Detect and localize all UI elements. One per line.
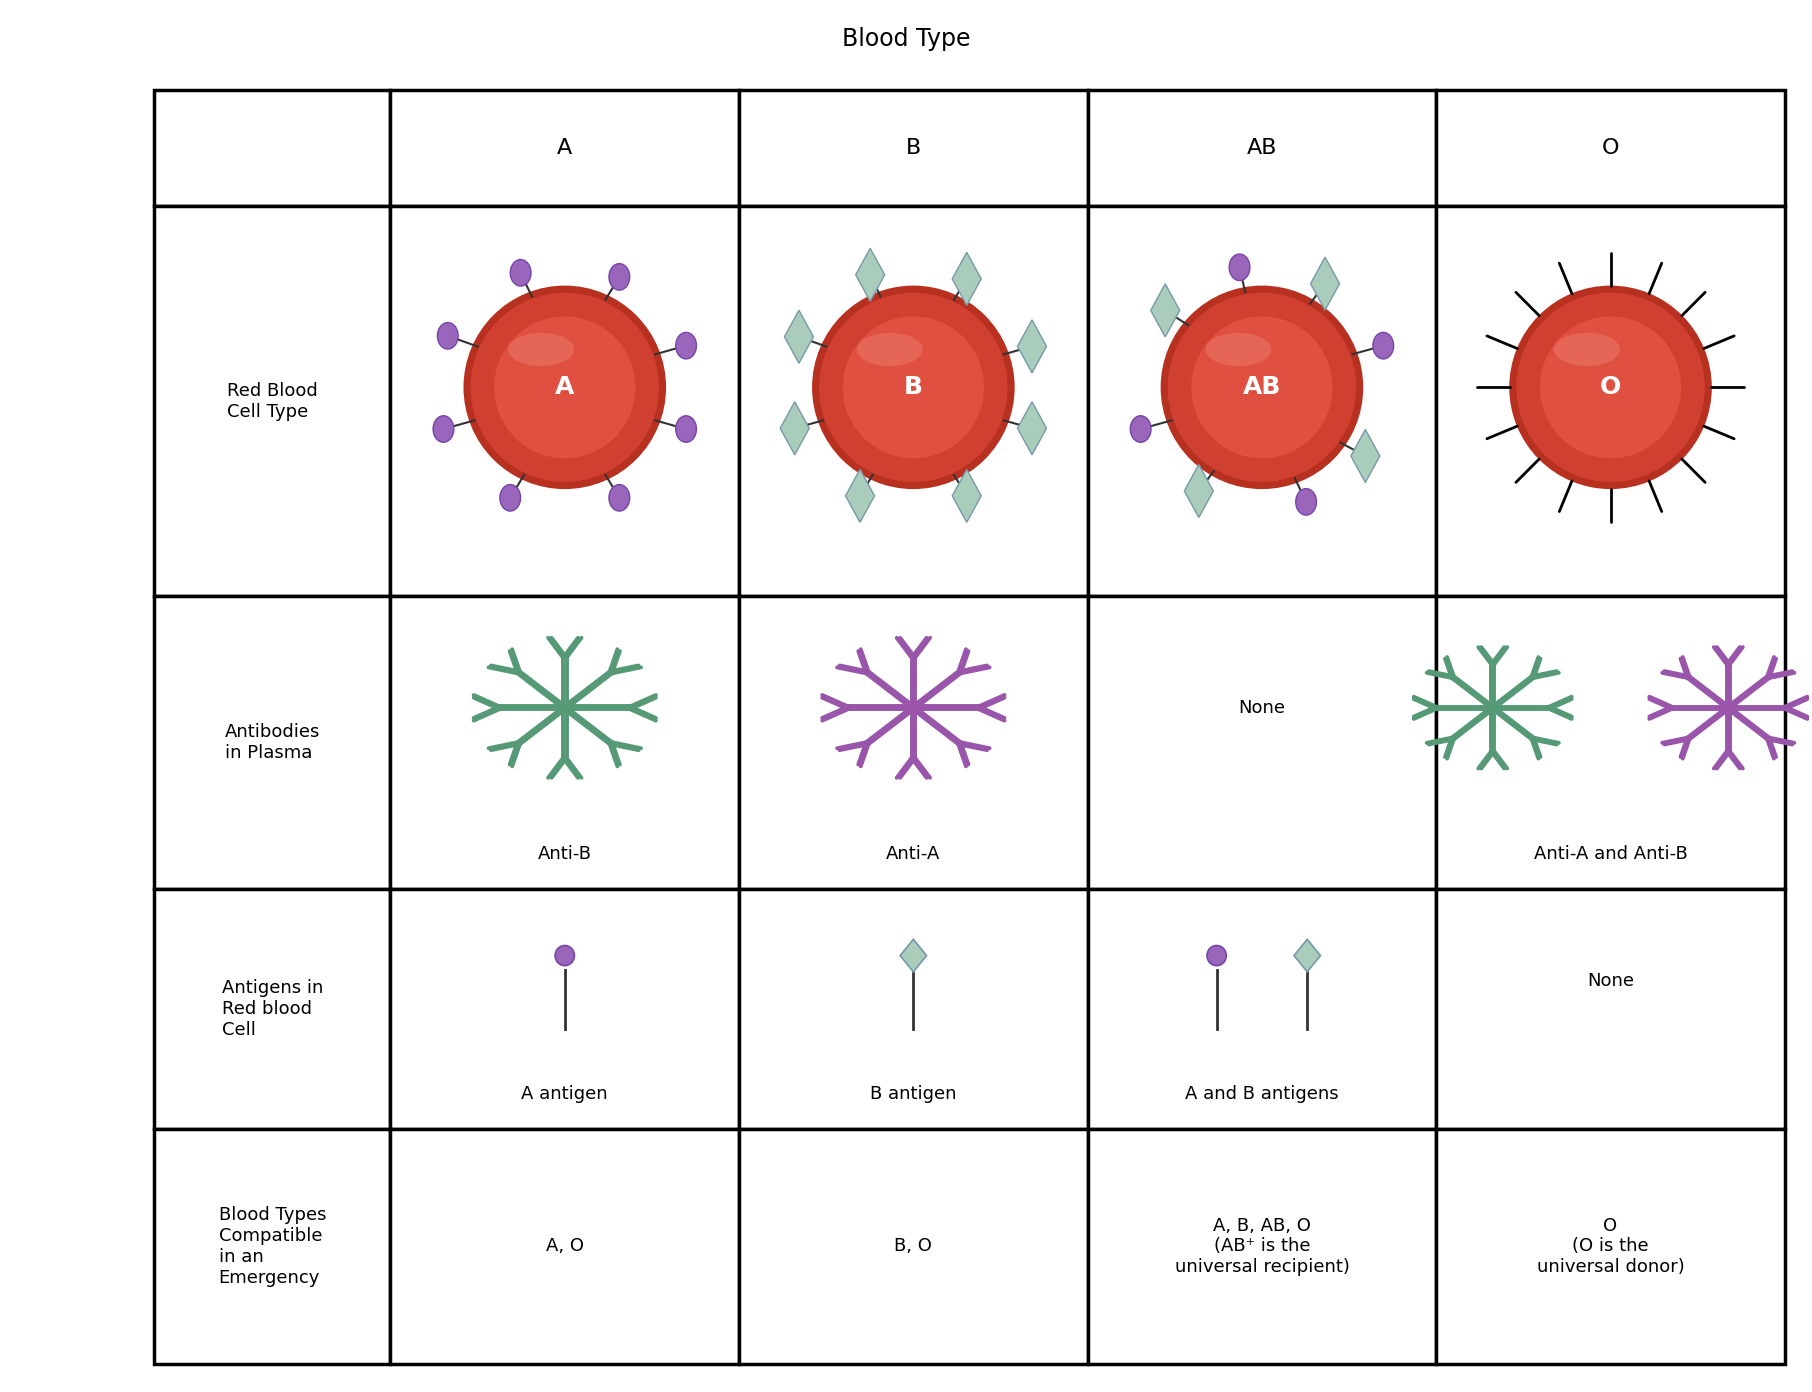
Ellipse shape bbox=[857, 333, 922, 366]
Text: O: O bbox=[1602, 138, 1620, 159]
Ellipse shape bbox=[1373, 333, 1393, 359]
Bar bbox=[154, 889, 391, 1129]
Bar bbox=[739, 1129, 1087, 1364]
Ellipse shape bbox=[1190, 316, 1332, 458]
Ellipse shape bbox=[1131, 416, 1151, 443]
Polygon shape bbox=[1151, 284, 1180, 337]
Ellipse shape bbox=[511, 259, 531, 287]
Text: A: A bbox=[554, 376, 574, 400]
Bar bbox=[739, 90, 1087, 206]
Text: A, O: A, O bbox=[545, 1237, 583, 1256]
Ellipse shape bbox=[1509, 285, 1712, 489]
Bar bbox=[154, 1129, 391, 1364]
Bar bbox=[391, 1129, 739, 1364]
Ellipse shape bbox=[1161, 285, 1363, 489]
Polygon shape bbox=[1352, 430, 1381, 483]
Ellipse shape bbox=[819, 292, 1007, 482]
Text: Antibodies
in Plasma: Antibodies in Plasma bbox=[225, 724, 321, 761]
Text: None: None bbox=[1238, 699, 1285, 717]
Text: A: A bbox=[556, 138, 573, 159]
Bar bbox=[154, 90, 391, 206]
Ellipse shape bbox=[471, 292, 660, 482]
Polygon shape bbox=[1310, 258, 1339, 310]
Text: B: B bbox=[906, 138, 920, 159]
Bar bbox=[1087, 1129, 1437, 1364]
Bar bbox=[391, 206, 739, 596]
Ellipse shape bbox=[554, 945, 574, 966]
Bar bbox=[739, 889, 1087, 1129]
Polygon shape bbox=[1018, 320, 1047, 373]
Polygon shape bbox=[1018, 402, 1047, 455]
Ellipse shape bbox=[1517, 292, 1705, 482]
Text: Anti-A: Anti-A bbox=[886, 845, 940, 863]
Ellipse shape bbox=[507, 333, 574, 366]
Ellipse shape bbox=[676, 416, 696, 443]
Polygon shape bbox=[1185, 465, 1214, 518]
Bar bbox=[1437, 889, 1785, 1129]
Bar bbox=[391, 596, 739, 889]
Ellipse shape bbox=[1540, 316, 1682, 458]
Bar bbox=[1087, 596, 1437, 889]
Ellipse shape bbox=[1229, 255, 1250, 281]
Ellipse shape bbox=[500, 484, 520, 511]
Ellipse shape bbox=[1205, 333, 1272, 366]
Text: Red Blood
Cell Type: Red Blood Cell Type bbox=[226, 381, 317, 420]
Text: Antigens in
Red blood
Cell: Antigens in Red blood Cell bbox=[221, 979, 323, 1038]
Polygon shape bbox=[846, 469, 875, 522]
Ellipse shape bbox=[1296, 489, 1317, 515]
Text: A antigen: A antigen bbox=[522, 1084, 609, 1102]
Text: B, O: B, O bbox=[895, 1237, 933, 1256]
Polygon shape bbox=[901, 940, 926, 972]
Text: O
(O is the
universal donor): O (O is the universal donor) bbox=[1537, 1217, 1685, 1276]
Bar bbox=[391, 90, 739, 206]
Bar bbox=[739, 596, 1087, 889]
Text: B: B bbox=[904, 376, 922, 400]
Text: Blood Types
Compatible
in an
Emergency: Blood Types Compatible in an Emergency bbox=[219, 1205, 326, 1286]
Text: Anti-B: Anti-B bbox=[538, 845, 593, 863]
Ellipse shape bbox=[433, 416, 453, 443]
Bar bbox=[1087, 90, 1437, 206]
Text: AB: AB bbox=[1247, 138, 1277, 159]
Bar bbox=[154, 206, 391, 596]
Polygon shape bbox=[781, 402, 810, 455]
Ellipse shape bbox=[464, 285, 667, 489]
Bar bbox=[1437, 90, 1785, 206]
Bar bbox=[1087, 206, 1437, 596]
Text: Anti-A and Anti-B: Anti-A and Anti-B bbox=[1533, 845, 1687, 863]
Bar bbox=[154, 596, 391, 889]
Bar bbox=[1437, 206, 1785, 596]
Polygon shape bbox=[953, 469, 982, 522]
Ellipse shape bbox=[676, 333, 696, 359]
Polygon shape bbox=[785, 310, 814, 363]
Bar bbox=[1437, 596, 1785, 889]
Ellipse shape bbox=[609, 484, 631, 511]
Ellipse shape bbox=[1555, 333, 1620, 366]
Polygon shape bbox=[855, 248, 884, 301]
Text: A, B, AB, O
(AB⁺ is the
universal recipient): A, B, AB, O (AB⁺ is the universal recipi… bbox=[1174, 1217, 1350, 1276]
Text: Blood Type: Blood Type bbox=[843, 26, 969, 52]
Text: AB: AB bbox=[1243, 376, 1281, 400]
Bar bbox=[1437, 1129, 1785, 1364]
Text: A and B antigens: A and B antigens bbox=[1185, 1084, 1339, 1102]
Ellipse shape bbox=[609, 263, 631, 290]
Ellipse shape bbox=[495, 316, 636, 458]
Polygon shape bbox=[953, 252, 982, 305]
Ellipse shape bbox=[1207, 945, 1227, 966]
Text: B antigen: B antigen bbox=[870, 1084, 957, 1102]
Ellipse shape bbox=[812, 285, 1015, 489]
Text: O: O bbox=[1600, 376, 1622, 400]
Ellipse shape bbox=[1167, 292, 1355, 482]
Bar bbox=[391, 889, 739, 1129]
Ellipse shape bbox=[437, 323, 458, 349]
Polygon shape bbox=[1294, 940, 1321, 972]
Ellipse shape bbox=[843, 316, 984, 458]
Bar bbox=[1087, 889, 1437, 1129]
Text: None: None bbox=[1587, 972, 1634, 990]
Bar bbox=[739, 206, 1087, 596]
